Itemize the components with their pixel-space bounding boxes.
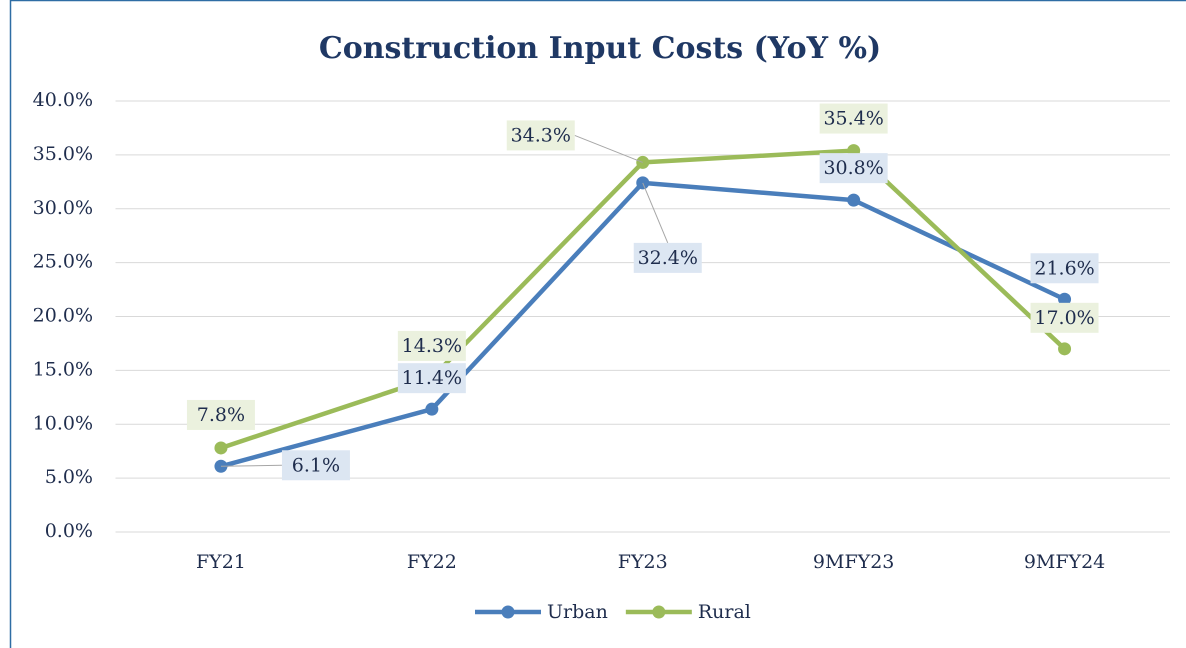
data-label-box: [281, 450, 350, 481]
data-label-box: [1030, 302, 1099, 333]
leader-line: [574, 134, 643, 163]
data-label-box: [506, 120, 575, 151]
data-label-box: [397, 363, 466, 394]
legend-marker: [501, 605, 515, 619]
data-label: 17.0%: [1034, 307, 1094, 329]
data-label-box: [186, 399, 255, 430]
data-label: 11.4%: [402, 367, 462, 389]
data-label-box: [819, 103, 888, 134]
data-label-box: [1030, 253, 1099, 284]
data-label-box: [819, 153, 888, 184]
data-label: 32.4%: [638, 247, 698, 269]
legend-label: Urban: [547, 601, 608, 623]
point: [214, 441, 228, 455]
y-tick-label: 0.0%: [45, 520, 93, 542]
point: [1058, 292, 1072, 306]
y-tick-label: 35.0%: [33, 143, 93, 165]
x-tick-label: FY22: [407, 551, 457, 573]
data-label: 21.6%: [1034, 257, 1094, 279]
point: [1058, 342, 1072, 356]
x-tick-label: 9MFY23: [813, 551, 894, 573]
legend-marker: [652, 605, 666, 619]
y-tick-label: 15.0%: [33, 358, 93, 380]
y-tick-label: 40.0%: [33, 89, 93, 111]
data-label-box: [397, 330, 466, 361]
data-label: 34.3%: [511, 124, 571, 146]
y-tick-label: 30.0%: [33, 197, 93, 219]
leader-line: [220, 464, 282, 467]
data-label: 14.3%: [402, 335, 462, 357]
data-label: 7.8%: [197, 404, 245, 426]
data-label-box: [633, 242, 702, 273]
line: [220, 148, 1067, 451]
leader-line: [642, 182, 669, 244]
point: [847, 193, 861, 207]
data-label: 30.8%: [823, 157, 883, 179]
chart-border: [9, 0, 1186, 648]
chart-title: Construction Input Costs (YoY %): [319, 31, 881, 66]
y-tick-label: 25.0%: [33, 251, 93, 273]
y-tick-label: 20.0%: [33, 305, 93, 327]
data-label: 6.1%: [292, 454, 340, 476]
point: [425, 402, 439, 416]
data-label: 35.4%: [823, 108, 883, 130]
legend-label: Rural: [698, 601, 751, 623]
y-tick-label: 5.0%: [45, 466, 93, 488]
x-tick-label: FY21: [196, 551, 246, 573]
x-tick-label: FY23: [618, 551, 668, 573]
x-tick-label: 9MFY24: [1024, 551, 1105, 573]
y-tick-label: 10.0%: [33, 412, 93, 434]
